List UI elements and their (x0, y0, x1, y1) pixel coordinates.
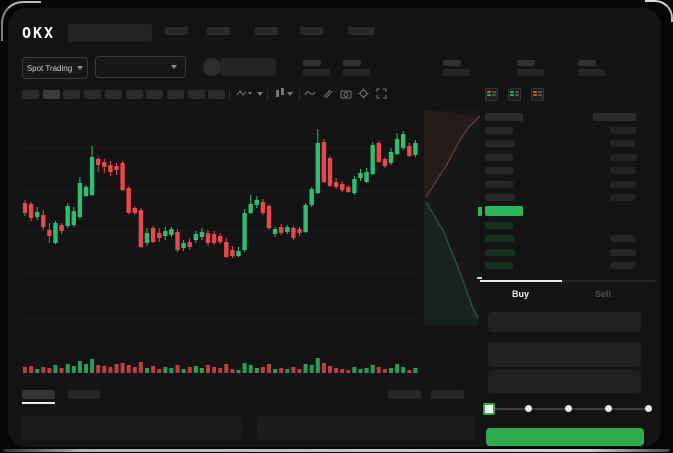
amount-input[interactable] (488, 342, 641, 367)
interval-button[interactable] (125, 90, 143, 99)
stat-value-placeholder (578, 69, 605, 76)
bottom-input-panel[interactable] (21, 416, 242, 440)
ask-row-price[interactable] (485, 153, 513, 161)
stat-label-placeholder (443, 60, 461, 66)
bid-row-price[interactable] (485, 235, 514, 243)
compare-icon[interactable] (322, 88, 333, 99)
interval-button[interactable] (187, 90, 205, 99)
book-all-icon[interactable] (485, 88, 498, 101)
bid-row-price[interactable] (485, 261, 513, 269)
interval-button[interactable] (22, 90, 39, 99)
ask-row-amount (610, 180, 636, 188)
ask-row-amount (610, 127, 636, 134)
toolbar-divider (229, 89, 230, 101)
bid-row-price[interactable] (485, 248, 515, 256)
bid-row-amount (610, 235, 635, 243)
bottom-tab-underline (22, 402, 55, 404)
stat-label-placeholder (343, 60, 361, 66)
stat-label-placeholder (303, 60, 321, 66)
interval-button[interactable] (208, 90, 226, 99)
ask-row-price[interactable] (485, 194, 515, 201)
stat-label-placeholder (578, 60, 596, 66)
bottom-tab[interactable] (22, 390, 55, 399)
book-header-amount (593, 113, 636, 121)
slider-handle[interactable] (483, 403, 495, 415)
caret-icon[interactable] (256, 88, 264, 99)
slider-stop[interactable] (644, 405, 652, 412)
bottom-action[interactable] (388, 390, 421, 399)
settings-icon[interactable] (358, 88, 369, 99)
active-tab-indicator (480, 280, 562, 282)
slider-stop[interactable] (565, 405, 572, 412)
ask-row-amount (610, 140, 635, 148)
nav-item[interactable] (348, 27, 375, 35)
ask-row-amount (610, 153, 637, 161)
fullscreen-icon[interactable] (376, 88, 387, 99)
submit-buy-button[interactable] (486, 428, 644, 446)
chevron-down-icon (171, 65, 177, 69)
pair-dropdown[interactable] (95, 56, 186, 78)
book-asks-icon[interactable] (531, 88, 544, 101)
ask-row-price[interactable] (485, 140, 515, 148)
nav-item[interactable] (255, 27, 278, 35)
tab-buy[interactable]: Buy (512, 289, 530, 299)
chart-type-icon[interactable] (274, 88, 294, 99)
coin-avatar (203, 58, 221, 76)
interval-button[interactable] (63, 90, 81, 99)
total-input[interactable] (488, 370, 641, 393)
ask-row-price[interactable] (485, 167, 514, 175)
logo-adjacent-placeholder (68, 24, 152, 42)
toolbar-divider (299, 89, 300, 101)
price-input[interactable] (488, 312, 641, 332)
ask-row-price[interactable] (485, 127, 513, 134)
book-header-price (485, 113, 523, 121)
tab-sell[interactable]: Sell (595, 289, 612, 299)
screen-corner-highlight (1, 1, 41, 41)
bottom-action[interactable] (431, 390, 464, 399)
interval-button[interactable] (42, 90, 60, 99)
nav-item[interactable] (165, 27, 188, 35)
slider-stop[interactable] (525, 405, 533, 412)
camera-icon[interactable] (340, 88, 352, 99)
nav-item[interactable] (207, 27, 230, 35)
ask-row-amount (610, 167, 635, 175)
interval-button[interactable] (166, 90, 184, 99)
interval-button[interactable] (84, 90, 102, 99)
stat-label-placeholder (517, 60, 535, 66)
line-tool-icon[interactable] (304, 88, 316, 99)
indicators-icon[interactable] (236, 88, 252, 99)
last-price-badge (485, 206, 523, 216)
market-type-label: Spot Trading (26, 63, 73, 73)
book-bids-icon[interactable] (508, 88, 521, 101)
market-type-selector[interactable]: Spot Trading (22, 57, 88, 79)
stat-value-placeholder (443, 69, 470, 76)
stat-value-placeholder (343, 69, 370, 76)
nav-item[interactable] (300, 27, 323, 35)
bid-row-amount (610, 248, 636, 256)
inactive-tab-indicator (562, 280, 655, 282)
bid-row-amount (610, 261, 635, 269)
chevron-down-icon (77, 66, 84, 70)
stat-value-placeholder (517, 69, 544, 76)
interval-button[interactable] (104, 90, 122, 99)
pair-name-placeholder (221, 58, 276, 76)
stat-value-placeholder (303, 69, 330, 76)
ask-row-price[interactable] (485, 180, 513, 188)
bottom-tab[interactable] (68, 390, 100, 399)
bottom-input-panel[interactable] (257, 416, 475, 440)
slider-stop[interactable] (604, 405, 612, 412)
toolbar-divider (267, 89, 268, 101)
bid-row-price[interactable] (485, 222, 513, 229)
screen-edge-highlight (3, 449, 670, 452)
interval-button[interactable] (146, 90, 164, 99)
ask-row-amount (610, 194, 635, 201)
